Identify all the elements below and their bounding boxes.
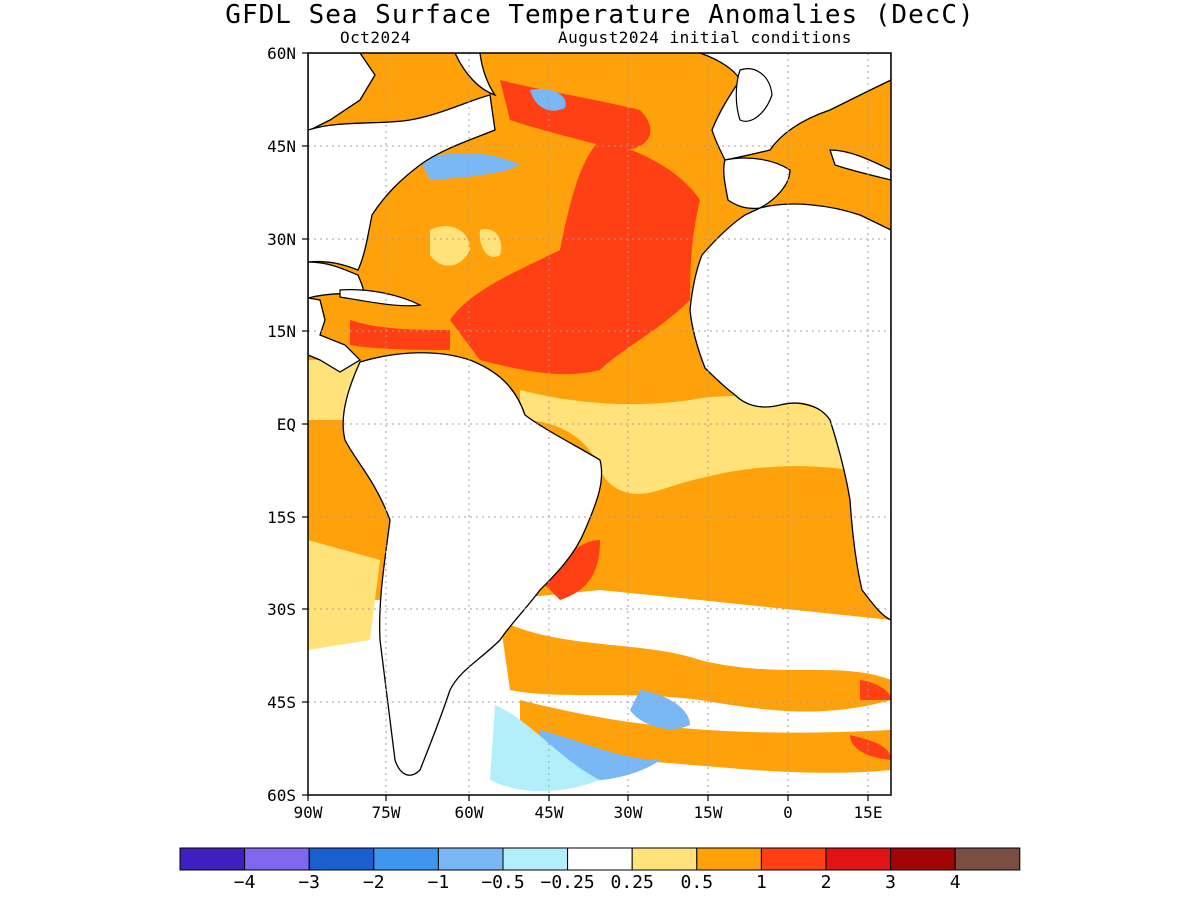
italy-landmass: [829, 149, 891, 181]
lon-tick-15w: 15W: [693, 803, 723, 822]
anomaly-region-equator-pale: [520, 390, 850, 494]
lon-tick-45w: 45W: [534, 803, 564, 822]
uk-landmass: [735, 68, 773, 122]
colorbar-box-8: [696, 847, 762, 871]
north-america-east: [308, 94, 496, 271]
anomaly-region-cyan: [490, 705, 600, 792]
lat-tick-15n: 15N: [267, 322, 296, 341]
anomaly-region-pale-n1: [430, 226, 470, 266]
lat-tick-30s: 30S: [267, 600, 296, 619]
colorbar-label-9: 2: [820, 872, 832, 893]
colorbar-label-7: 0.5: [680, 872, 714, 893]
lat-tick-15s: 15S: [267, 508, 296, 527]
south-america-landmass: [342, 352, 603, 776]
lat-tick-45s: 45S: [267, 693, 296, 712]
chart-title: GFDL Sea Surface Temperature Anomalies (…: [225, 0, 975, 30]
anomaly-region-red-s2: [850, 735, 891, 760]
colorbar-box-5: [502, 847, 569, 871]
forecast-month: Oct2024: [340, 28, 411, 47]
colorbar-box-10: [825, 847, 892, 871]
anomaly-region-med: [790, 165, 891, 225]
colorbar-box-4: [437, 847, 504, 871]
colorbar-label-6: 0.25: [610, 872, 654, 893]
colorbar-box-7: [631, 847, 698, 871]
colorbar-box-6: [567, 847, 633, 871]
initial-conditions: August2024 initial conditions: [558, 28, 852, 47]
colorbar-label-4: −0.5: [481, 872, 525, 893]
anomaly-region-blue2: [630, 690, 690, 730]
colorbar-label-8: 1: [755, 872, 767, 893]
colorbar-box-11: [890, 847, 956, 871]
gridlines: [308, 53, 891, 795]
lon-tick-75w: 75W: [371, 803, 401, 822]
colorbar-label-0: −4: [233, 872, 256, 893]
colorbar-box-1: [244, 847, 310, 871]
colorbar-label-11: 4: [949, 872, 961, 893]
colorbar: [179, 847, 1021, 871]
colorbar-label-5: −0.25: [540, 872, 595, 893]
lon-tick-15e: 15E: [853, 803, 883, 822]
central-america: [308, 297, 362, 373]
colorbar-label-3: −1: [427, 872, 450, 893]
lon-tick-30w: 30W: [613, 803, 643, 822]
anomaly-region-pale-n2: [479, 229, 502, 258]
lon-tick-0: 0: [783, 803, 793, 822]
lat-tick-eq: EQ: [276, 415, 296, 434]
colorbar-box-9: [760, 847, 827, 871]
anomaly-region-brazil-red: [540, 540, 600, 600]
greenland-coast: [454, 53, 497, 97]
anomaly-region-south-pale: [308, 540, 380, 650]
anomaly-region-labrador-blue: [530, 88, 566, 111]
cuba-island: [339, 289, 422, 307]
lon-tick-90w: 90W: [293, 803, 323, 822]
colorbar-box-12: [954, 847, 1021, 871]
colorbar-label-10: 3: [885, 872, 897, 893]
anomaly-region-gulfstream-blue: [420, 153, 520, 180]
anomaly-region-south-orange: [500, 620, 891, 712]
colorbar-box-3: [373, 847, 439, 871]
colorbar-label-2: −2: [362, 872, 385, 893]
florida-gulf: [308, 261, 364, 299]
lat-tick-45n: 45N: [267, 137, 296, 156]
colorbar-box-0: [179, 847, 246, 871]
colorbar-box-2: [308, 847, 375, 871]
anomaly-region-north-red: [450, 140, 700, 375]
lat-tick-30n: 30N: [267, 230, 296, 249]
lat-tick-60n: 60N: [267, 44, 296, 63]
colorbar-label-1: −3: [298, 872, 321, 893]
tick-marks: [302, 52, 869, 801]
lon-tick-60w: 60W: [454, 803, 484, 822]
africa-landmass: [689, 203, 891, 621]
anomaly-region-caribbean-red: [350, 320, 450, 350]
lat-tick-60s: 60S: [267, 786, 296, 805]
